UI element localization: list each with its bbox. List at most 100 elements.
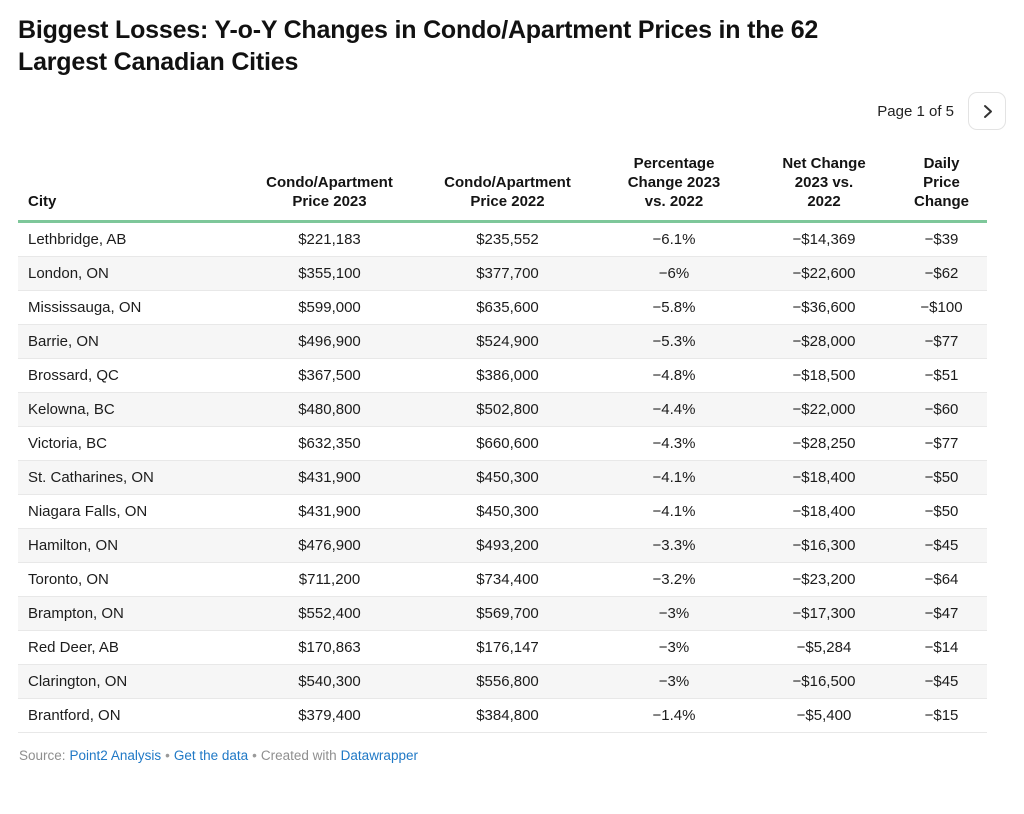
table-cell: $632,350 [240,426,419,461]
table-cell: Red Deer, AB [18,630,240,665]
column-header-percentage-change: Percentage Change 2023 vs. 2022 [596,154,752,223]
source-line: Source: Point2 Analysis • Get the data •… [19,748,1006,763]
table-row: Brampton, ON $552,400 $569,700 −3% −$17,300−… [18,596,987,631]
table-cell: Hamilton, ON [18,528,240,563]
table-cell: $355,100 [240,256,419,291]
table-cell: −$77 [896,426,987,461]
column-header-price-2023: Condo/Apartment Price 2023 [240,154,419,223]
table-cell: $176,147 [419,630,596,665]
separator-dot: • [252,748,257,763]
column-header-city: City [18,154,240,223]
table-cell: −$45 [896,528,987,563]
table-cell: −6% [596,256,752,291]
table-cell: −$64 [896,562,987,597]
pagination: Page 1 of 5 [18,92,1006,130]
table-cell: −4.1% [596,460,752,495]
table-cell: $431,900 [240,494,419,529]
table-cell: −$100 [896,290,987,325]
table-row: Toronto, ON $711,200 $734,400 −3.2% −$23,200… [18,562,987,597]
table-cell: $552,400 [240,596,419,631]
table-cell: Barrie, ON [18,324,240,359]
table-cell: $480,800 [240,392,419,427]
table-cell: London, ON [18,256,240,291]
column-header-net-change: Net Change 2023 vs. 2022 [752,154,896,223]
table-cell: $386,000 [419,358,596,393]
table-cell: −3% [596,596,752,631]
table-cell: $384,800 [419,698,596,733]
get-the-data-link[interactable]: Get the data [173,748,249,763]
table-cell: $540,300 [240,664,419,699]
datawrapper-link[interactable]: Datawrapper [340,748,418,763]
table-cell: $235,552 [419,221,596,257]
table-cell: $569,700 [419,596,596,631]
table-cell: $734,400 [419,562,596,597]
table-body: Lethbridge, AB $221,183 $235,552 −6.1% −$14,… [18,221,987,733]
created-with-prefix: Created with [260,748,337,763]
datawrapper-table-widget: Biggest Losses: Y-o-Y Changes in Condo/A… [18,16,1006,763]
table-cell: Brampton, ON [18,596,240,631]
table-cell: −$77 [896,324,987,359]
next-page-button[interactable] [968,92,1006,130]
table-cell: −$16,300 [752,528,896,563]
table-cell: −$23,200 [752,562,896,597]
table-cell: −3.2% [596,562,752,597]
table-cell: Brantford, ON [18,698,240,733]
table-cell: Lethbridge, AB [18,221,240,257]
table-cell: −$18,400 [752,494,896,529]
table-cell: $524,900 [419,324,596,359]
table-cell: Toronto, ON [18,562,240,597]
table-cell: −6.1% [596,221,752,257]
table-row: Kelowna, BC $480,800 $502,800 −4.4% −$22,000… [18,392,987,427]
table-cell: $493,200 [419,528,596,563]
table-cell: $556,800 [419,664,596,699]
table-cell: $660,600 [419,426,596,461]
table-cell: $502,800 [419,392,596,427]
table-row: Clarington, ON $540,300 $556,800 −3% −$16,50… [18,664,987,699]
table-cell: $496,900 [240,324,419,359]
table-cell: −5.8% [596,290,752,325]
table-cell: −5.3% [596,324,752,359]
table-cell: $170,863 [240,630,419,665]
page-title: Biggest Losses: Y-o-Y Changes in Condo/A… [18,16,819,76]
table-cell: Mississauga, ON [18,290,240,325]
table-cell: −$45 [896,664,987,699]
table-cell: −$16,500 [752,664,896,699]
column-header-price-2022: Condo/Apartment Price 2022 [419,154,596,223]
table-cell: −4.8% [596,358,752,393]
table-cell: −$14 [896,630,987,665]
table-cell: $476,900 [240,528,419,563]
table-cell: −$28,250 [752,426,896,461]
table-row: Brossard, QC $367,500 $386,000 −4.8% −$18,50… [18,358,987,393]
table-row: Lethbridge, AB $221,183 $235,552 −6.1% −$14,… [18,221,987,257]
table-cell: −$5,284 [752,630,896,665]
table-cell: −$60 [896,392,987,427]
table-cell: $367,500 [240,358,419,393]
chevron-right-icon [983,104,992,118]
table-cell: St. Catharines, ON [18,460,240,495]
table-cell: −4.4% [596,392,752,427]
source-link[interactable]: Point2 Analysis [69,748,162,763]
table-cell: −$62 [896,256,987,291]
table-cell: −$5,400 [752,698,896,733]
table-row: Barrie, ON $496,900 $524,900 −5.3% −$28,000−… [18,324,987,359]
table-cell: −$15 [896,698,987,733]
table-cell: $379,400 [240,698,419,733]
table-cell: −$22,600 [752,256,896,291]
table-cell: $635,600 [419,290,596,325]
table-cell: $377,700 [419,256,596,291]
table-row: Brantford, ON $379,400 $384,800 −1.4% −$5,40… [18,698,987,733]
table-cell: −$18,400 [752,460,896,495]
table-cell: Niagara Falls, ON [18,494,240,529]
table-row: Hamilton, ON $476,900 $493,200 −3.3% −$16,30… [18,528,987,563]
table-cell: −$14,369 [752,221,896,257]
table-cell: $711,200 [240,562,419,597]
table-row: London, ON $355,100 $377,700 −6% −$22,600 −$6… [18,256,987,291]
table-cell: Kelowna, BC [18,392,240,427]
table-cell: $599,000 [240,290,419,325]
table-cell: −$50 [896,494,987,529]
column-header-daily-price-change: Daily Price Change [896,154,987,223]
table-cell: −3.3% [596,528,752,563]
table-row: St. Catharines, ON $431,900 $450,300 −4.1% −… [18,460,987,495]
table-cell: −$17,300 [752,596,896,631]
table-cell: −$22,000 [752,392,896,427]
